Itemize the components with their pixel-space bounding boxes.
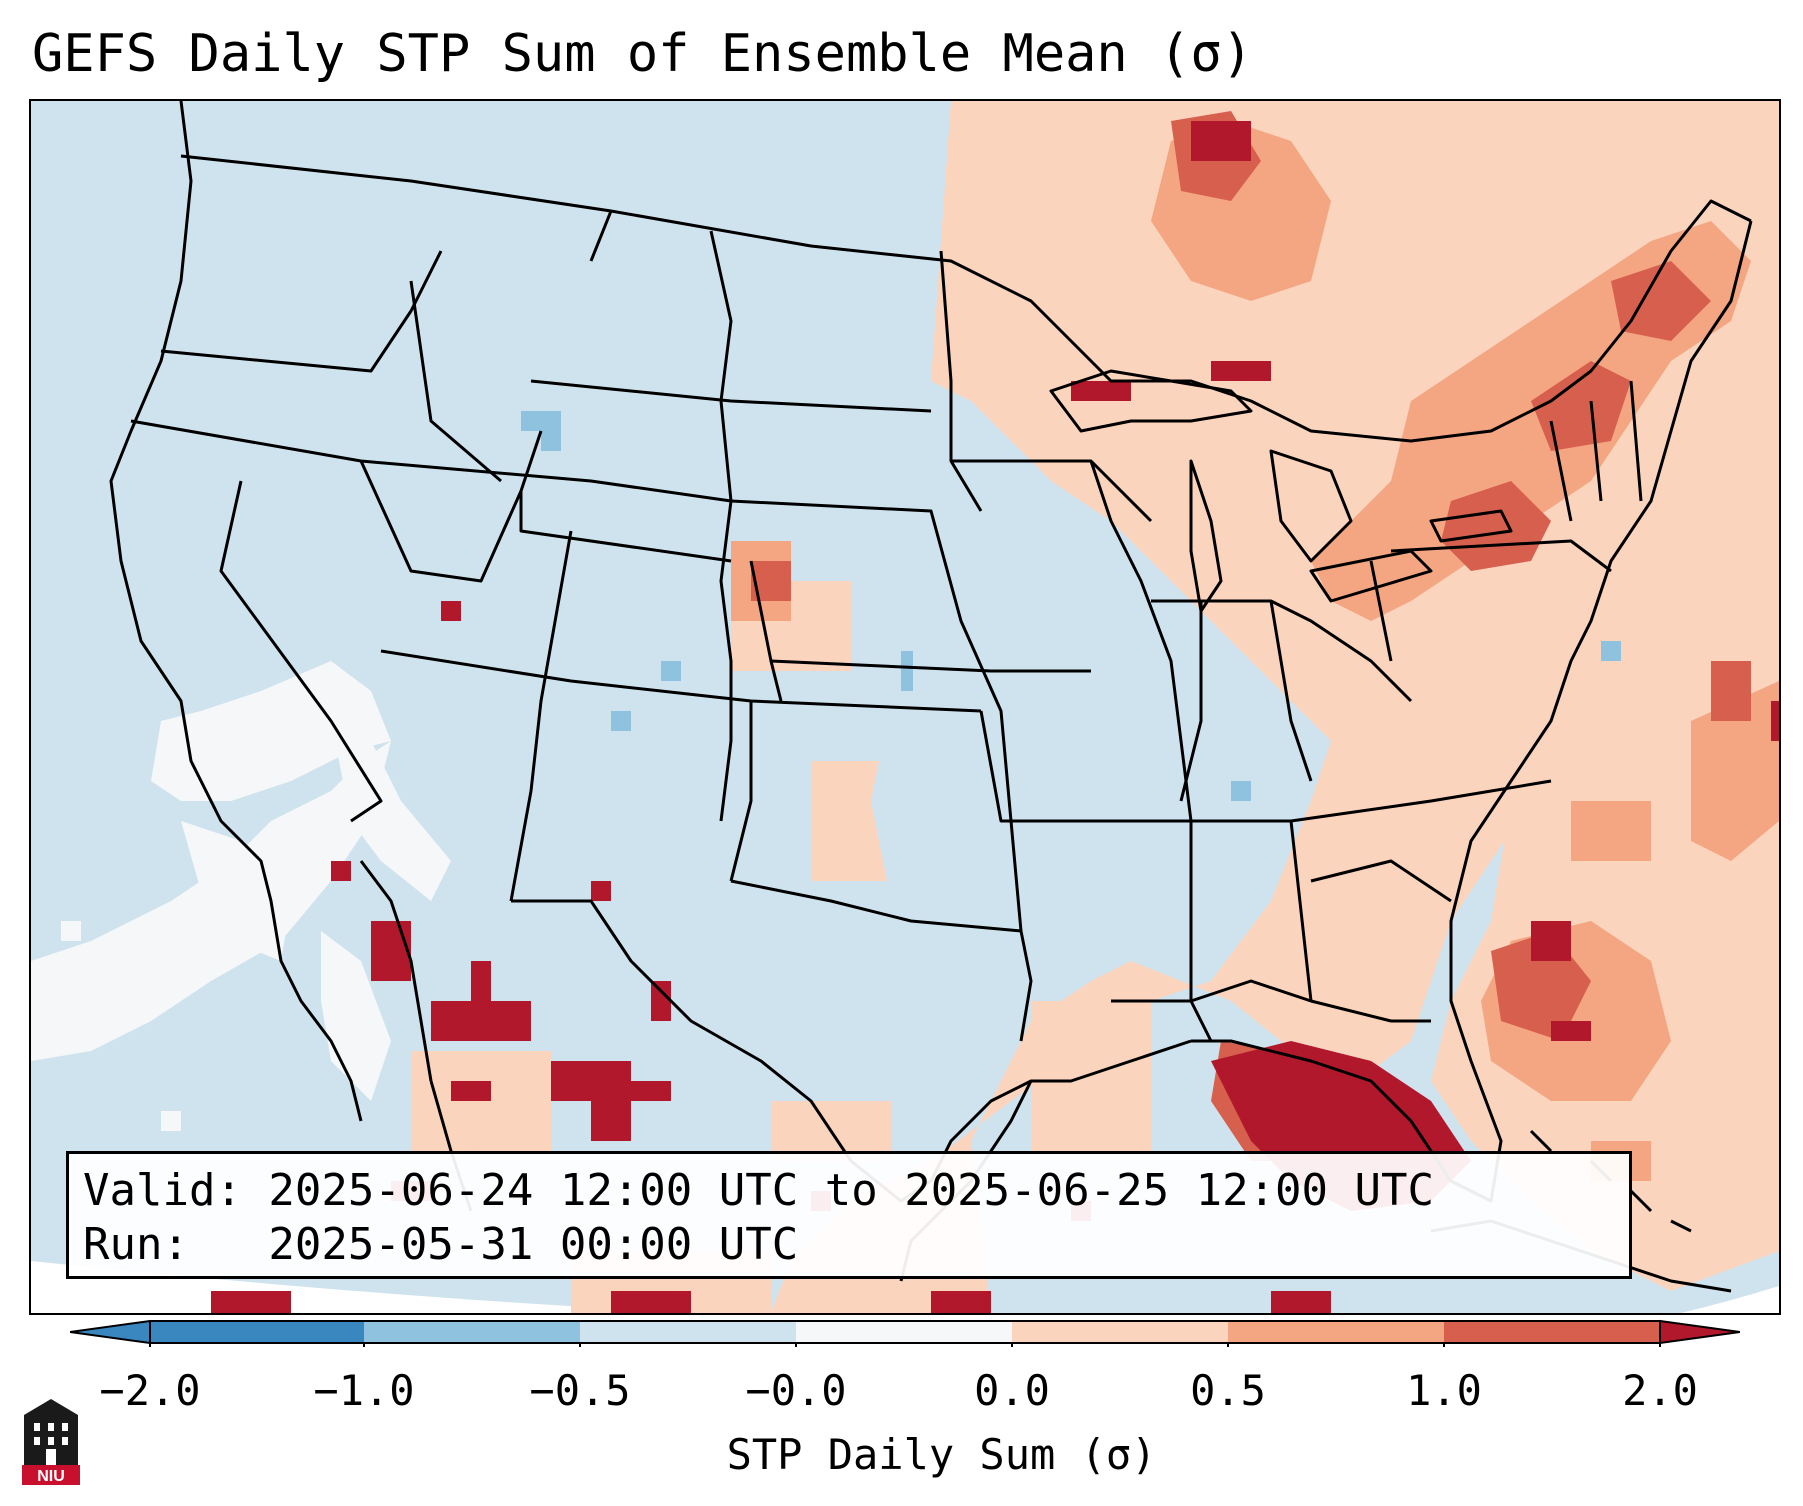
colorbar-tick-label: 0.5 bbox=[1190, 1366, 1266, 1415]
neutral-land bbox=[871, 381, 1271, 1001]
lake-huron bbox=[1269, 449, 1353, 563]
colorbar bbox=[70, 1319, 1740, 1347]
run-time-text: Run: 2025-05-31 00:00 UTC bbox=[83, 1219, 799, 1270]
projection-edge-right bbox=[1681, 1286, 1779, 1313]
baja-coast bbox=[359, 860, 433, 1082]
east-coast bbox=[1191, 220, 1753, 1203]
colorbar-tick-label: 1.0 bbox=[1406, 1366, 1482, 1415]
colorbar-extend-high bbox=[1659, 1319, 1740, 1345]
valid-time-text: Valid: 2025-06-24 12:00 UTC to 2025-06-2… bbox=[83, 1165, 1435, 1216]
lake-michigan bbox=[1189, 459, 1223, 613]
chart-title: GEFS Daily STP Sum of Ensemble Mean (σ) bbox=[32, 24, 1253, 84]
projection-edge bbox=[31, 1261, 698, 1313]
colorbar-segment-4 bbox=[796, 1321, 1012, 1343]
colorbar-tick-label: 2.0 bbox=[1622, 1366, 1698, 1415]
colorbar-segment-7 bbox=[1444, 1321, 1660, 1343]
colorbar-extend-low bbox=[70, 1319, 151, 1345]
lake-superior bbox=[1049, 369, 1253, 433]
colorbar-tick-label: 0.0 bbox=[974, 1366, 1050, 1415]
stp-map bbox=[31, 101, 1779, 1313]
colorbar-segment-1 bbox=[150, 1321, 364, 1343]
colorbar-tick-label: −0.0 bbox=[745, 1366, 847, 1415]
niu-logo-text: NIU bbox=[37, 1468, 65, 1485]
colorbar-tick-label: −2.0 bbox=[99, 1366, 201, 1415]
colorbar-segment-2 bbox=[364, 1321, 580, 1343]
colorbar-tick-label: −1.0 bbox=[313, 1366, 415, 1415]
light-negative-regions bbox=[521, 411, 1621, 801]
colorbar-outline bbox=[149, 1320, 1661, 1344]
validity-info-box: Valid: 2025-06-24 12:00 UTC to 2025-06-2… bbox=[66, 1151, 1632, 1279]
niu-logo-icon: NIU bbox=[22, 1399, 80, 1485]
colorbar-segment-3 bbox=[580, 1321, 796, 1343]
lake-erie bbox=[1309, 549, 1433, 603]
colorbar-label: STP Daily Sum (σ) bbox=[726, 1430, 1157, 1479]
us-canada-border bbox=[180, 154, 1752, 443]
west-coast bbox=[109, 101, 363, 1122]
map-frame[interactable] bbox=[29, 99, 1781, 1315]
colorbar-segment-6 bbox=[1228, 1321, 1444, 1343]
colorbar-tick-label: −0.5 bbox=[529, 1366, 631, 1415]
lake-ontario bbox=[1429, 509, 1513, 543]
colorbar-segment-5 bbox=[1012, 1321, 1228, 1343]
